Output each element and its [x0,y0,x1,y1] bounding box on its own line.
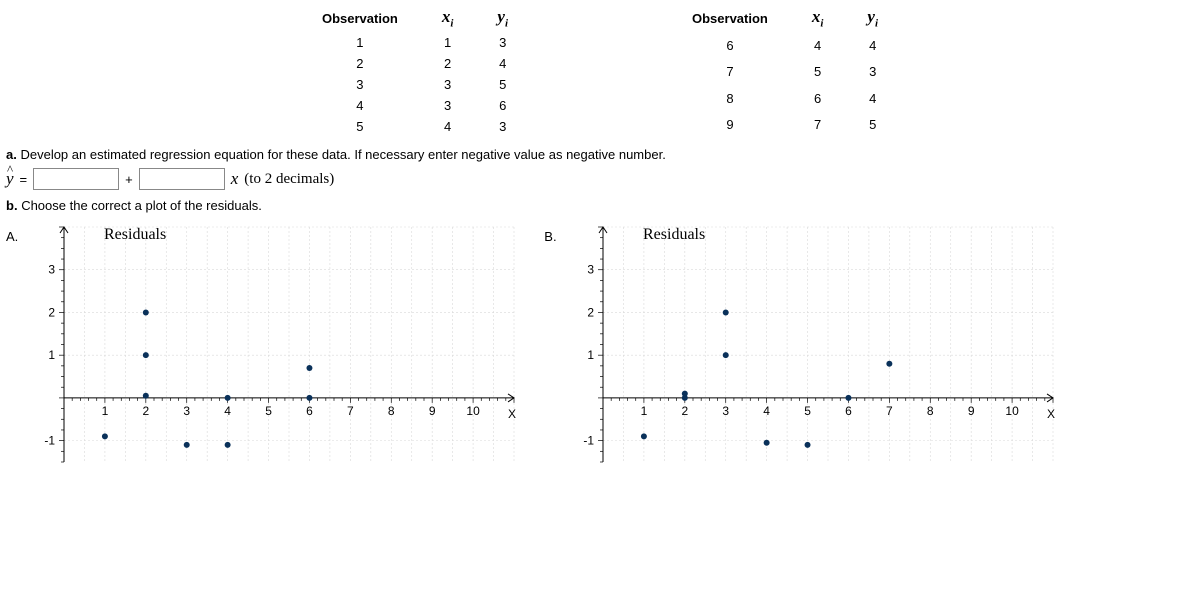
table-cell: 1 [420,32,476,53]
equals-sign: = [20,172,28,187]
table-cell: 3 [420,74,476,95]
table-cell: 9 [670,111,790,137]
table-cell: 3 [420,95,476,116]
svg-text:2: 2 [49,306,56,320]
svg-text:3: 3 [722,404,729,418]
table-row: 975 [670,111,900,137]
table-cell: 2 [420,53,476,74]
table-cell: 8 [670,85,790,111]
table-row: 864 [670,85,900,111]
slope-input[interactable] [139,168,225,190]
table-cell: 4 [300,95,420,116]
choice-b-label: B. [544,229,556,244]
col-observation: Observation [300,4,420,32]
svg-text:1: 1 [587,349,594,363]
svg-text:1: 1 [49,349,56,363]
question-b-line: b. Choose the correct a plot of the resi… [6,198,1194,213]
intercept-input[interactable] [33,168,119,190]
svg-text:Residuals: Residuals [643,226,705,243]
svg-text:8: 8 [927,404,934,418]
svg-text:5: 5 [265,404,272,418]
y-hat-symbol: ^y [6,169,14,189]
table-cell: 4 [845,32,900,58]
svg-text:10: 10 [467,404,481,418]
svg-text:2: 2 [681,404,688,418]
observation-table-right: Observation xi yi 644753864975 [670,4,900,137]
svg-text:6: 6 [845,404,852,418]
table-cell: 1 [300,32,420,53]
table-cell: 3 [475,116,530,137]
svg-text:X: X [1047,407,1055,421]
decimals-note: (to 2 decimals) [244,171,334,188]
svg-text:4: 4 [225,404,232,418]
table-cell: 5 [300,116,420,137]
svg-text:3: 3 [184,404,191,418]
svg-text:5: 5 [804,404,811,418]
table-cell: 4 [475,53,530,74]
question-a-text: Develop an estimated regression equation… [20,147,665,162]
svg-text:3: 3 [49,263,56,277]
table-cell: 6 [475,95,530,116]
svg-text:10: 10 [1005,404,1019,418]
svg-text:1: 1 [640,404,647,418]
question-a-line: a. Develop an estimated regression equat… [6,147,1194,162]
choice-a-label: A. [6,229,18,244]
table-row: 113 [300,32,530,53]
table-cell: 4 [420,116,476,137]
col-observation: Observation [670,4,790,32]
table-row: 543 [300,116,530,137]
regression-equation: ^y = + x (to 2 decimals) [6,168,1194,190]
col-yi: yi [845,4,900,32]
table-cell: 6 [790,85,846,111]
svg-text:4: 4 [763,404,770,418]
svg-text:-1: -1 [45,434,56,448]
table-cell: 3 [475,32,530,53]
svg-text:2: 2 [143,404,150,418]
col-yi: yi [475,4,530,32]
table-cell: 7 [790,111,846,137]
svg-text:2: 2 [587,306,594,320]
svg-text:9: 9 [967,404,974,418]
table-row: 224 [300,53,530,74]
svg-text:X: X [508,407,516,421]
svg-text:Residuals: Residuals [104,226,166,243]
svg-text:8: 8 [388,404,395,418]
table-row: 436 [300,95,530,116]
table-cell: 2 [300,53,420,74]
data-tables: Observation xi yi 113224335436543 Observ… [6,4,1194,137]
plus-sign: + [125,172,133,187]
col-xi: xi [420,4,476,32]
x-symbol: x [231,169,239,189]
part-b-label: b. [6,198,18,213]
table-row: 753 [670,59,900,85]
table-cell: 4 [790,32,846,58]
svg-text:1: 1 [102,404,109,418]
question-b-text: Choose the correct a plot of the residua… [21,198,262,213]
table-cell: 6 [670,32,790,58]
residual-plot-a[interactable]: 1 2 3 4 5 6 7 8 9 10 -1 1 2 3 Residuals X [24,217,534,487]
part-a-label: a. [6,147,17,162]
table-cell: 5 [790,59,846,85]
table-cell: 3 [300,74,420,95]
svg-text:6: 6 [306,404,313,418]
svg-text:7: 7 [886,404,893,418]
table-cell: 4 [845,85,900,111]
table-row: 644 [670,32,900,58]
table-cell: 5 [845,111,900,137]
svg-text:7: 7 [347,404,354,418]
residual-plot-b[interactable]: 1 2 3 4 5 6 7 8 9 10 -1 1 2 3 Residuals X [563,217,1073,487]
table-cell: 7 [670,59,790,85]
svg-text:-1: -1 [583,434,594,448]
table-cell: 5 [475,74,530,95]
col-xi: xi [790,4,846,32]
svg-text:3: 3 [587,263,594,277]
table-row: 335 [300,74,530,95]
svg-text:9: 9 [429,404,436,418]
table-cell: 3 [845,59,900,85]
observation-table-left: Observation xi yi 113224335436543 [300,4,530,137]
